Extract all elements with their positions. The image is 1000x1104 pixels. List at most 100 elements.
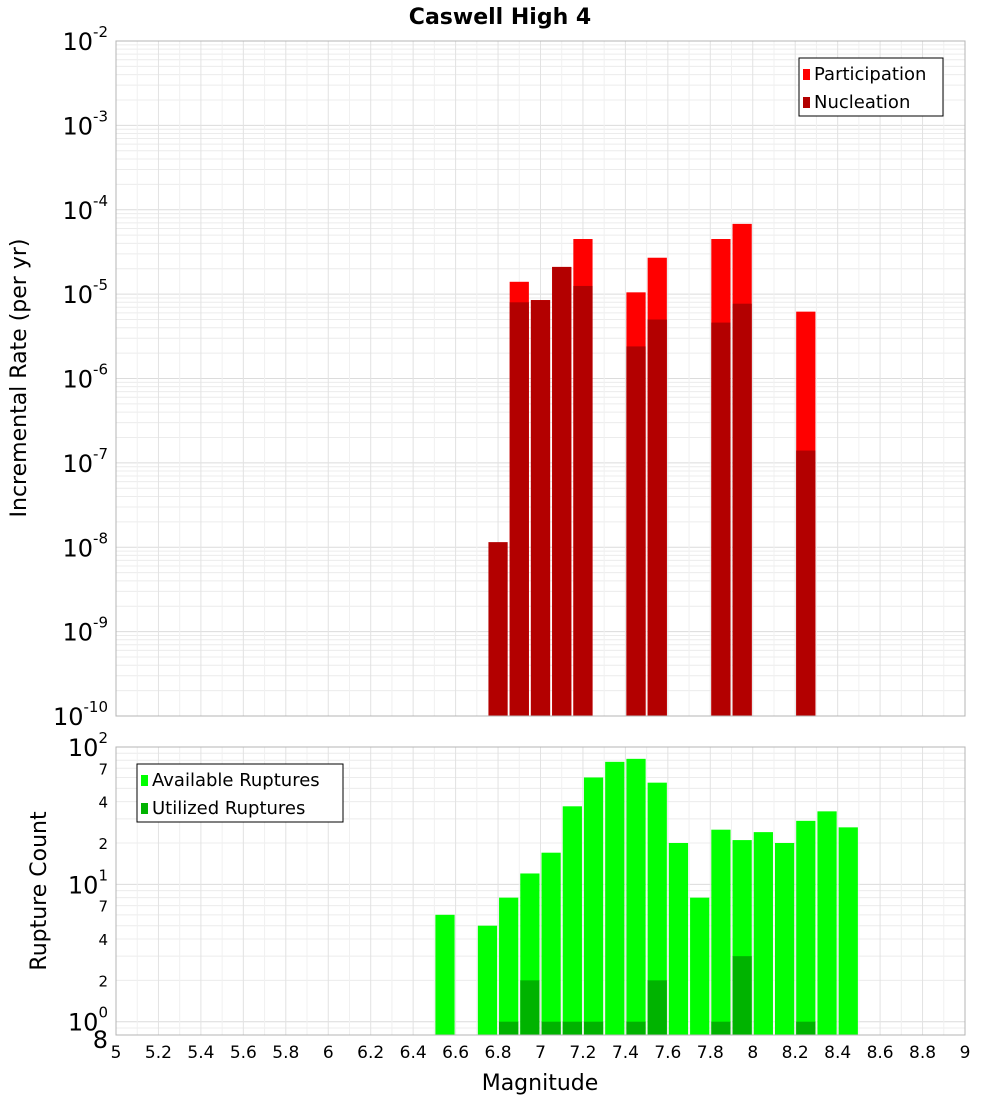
bar bbox=[647, 319, 667, 716]
bar bbox=[732, 303, 752, 716]
y-minor-tick-label: 4 bbox=[98, 794, 108, 812]
bar bbox=[732, 956, 752, 1035]
bar bbox=[488, 542, 508, 716]
bar bbox=[573, 285, 593, 716]
legend-swatch bbox=[803, 69, 810, 80]
bar bbox=[583, 1021, 604, 1035]
y-tick-label: 10-5 bbox=[62, 276, 108, 309]
y-tick-label: 10-6 bbox=[62, 361, 108, 394]
y-tick-label: 10-8 bbox=[62, 529, 108, 562]
bottom-plot-frame bbox=[115, 746, 966, 1036]
bar bbox=[605, 761, 625, 1035]
bar bbox=[499, 1021, 519, 1035]
y-tick-label: 10-10 bbox=[53, 698, 108, 731]
bar bbox=[753, 832, 773, 1035]
y-tick-label: 100 bbox=[68, 1004, 108, 1037]
legend-label: Utilized Ruptures bbox=[152, 798, 305, 819]
bar bbox=[477, 925, 498, 1035]
x-tick-label: 6.2 bbox=[357, 1043, 384, 1063]
x-tick-label: 5.8 bbox=[272, 1043, 299, 1063]
legend-box bbox=[136, 763, 344, 823]
x-tick-label: 7.4 bbox=[612, 1043, 639, 1063]
x-tick-label: 7 bbox=[535, 1043, 546, 1063]
y-tick-label: 10-4 bbox=[62, 192, 108, 225]
y-minor-tick-label: 7 bbox=[98, 898, 108, 916]
bar bbox=[562, 1021, 582, 1035]
y-tick-label: 101 bbox=[68, 866, 108, 899]
x-tick-label: 5.2 bbox=[145, 1043, 172, 1063]
y-minor-tick-label: 8 bbox=[93, 1026, 108, 1054]
bar bbox=[796, 820, 816, 1035]
legend-label: Participation bbox=[814, 64, 926, 85]
legend-swatch bbox=[141, 775, 148, 786]
bottom-series-0 bbox=[435, 758, 858, 1035]
y-tick-label: 10-9 bbox=[62, 614, 108, 647]
y-tick-label: 10-3 bbox=[62, 107, 108, 140]
bar bbox=[647, 782, 667, 1035]
bar bbox=[509, 302, 529, 716]
y-minor-tick-label: 4 bbox=[98, 931, 108, 949]
bar bbox=[541, 1021, 561, 1035]
bar bbox=[541, 852, 561, 1035]
bar bbox=[796, 450, 816, 716]
x-tick-label: 6.6 bbox=[442, 1043, 469, 1063]
bar bbox=[647, 980, 667, 1035]
bar bbox=[499, 897, 519, 1035]
x-tick-label: 7.8 bbox=[697, 1043, 724, 1063]
legend-label: Available Ruptures bbox=[152, 770, 320, 791]
bar bbox=[796, 1021, 816, 1035]
bar bbox=[583, 777, 604, 1035]
x-tick-label: 7.6 bbox=[654, 1043, 681, 1063]
x-tick-label: 8.8 bbox=[909, 1043, 936, 1063]
x-tick-label: 6 bbox=[323, 1043, 334, 1063]
x-tick-label: 5.4 bbox=[187, 1043, 214, 1063]
bar bbox=[520, 980, 540, 1035]
top-series-1 bbox=[488, 266, 816, 716]
x-axis-label: Magnitude bbox=[482, 1071, 599, 1096]
bar bbox=[530, 300, 551, 716]
x-tick-label: 7.2 bbox=[569, 1043, 596, 1063]
x-tick-label: 8.4 bbox=[824, 1043, 851, 1063]
bar bbox=[626, 346, 646, 716]
bar bbox=[626, 758, 646, 1035]
top-y-axis-label: Incremental Rate (per yr) bbox=[7, 239, 32, 518]
legend-box bbox=[798, 57, 944, 117]
x-tick-label: 6.4 bbox=[400, 1043, 427, 1063]
chart-title: Caswell High 4 bbox=[409, 5, 591, 30]
bottom-y-axis-label: Rupture Count bbox=[27, 811, 52, 971]
y-tick-label: 10-7 bbox=[62, 445, 108, 478]
x-tick-label: 8 bbox=[747, 1043, 758, 1063]
x-tick-label: 5 bbox=[111, 1043, 122, 1063]
bar bbox=[711, 829, 731, 1035]
bar bbox=[626, 1021, 646, 1035]
y-tick-label: 10-2 bbox=[62, 23, 108, 56]
bar bbox=[562, 806, 582, 1035]
legend-label: Nucleation bbox=[814, 92, 910, 113]
x-tick-label: 9 bbox=[960, 1043, 971, 1063]
y-tick-label: 102 bbox=[68, 729, 108, 762]
bar bbox=[711, 322, 731, 716]
x-tick-label: 6.8 bbox=[485, 1043, 512, 1063]
legend-swatch bbox=[141, 803, 148, 814]
bar bbox=[838, 827, 858, 1035]
x-tick-label: 8.6 bbox=[867, 1043, 894, 1063]
bar bbox=[711, 1021, 731, 1035]
top-legend: Participation Nucleation bbox=[798, 57, 944, 117]
bar bbox=[690, 897, 710, 1035]
bottom-series-1 bbox=[499, 956, 816, 1035]
bar bbox=[817, 811, 837, 1035]
y-minor-tick-label: 2 bbox=[98, 835, 108, 853]
y-minor-tick-label: 7 bbox=[98, 760, 108, 778]
legend-swatch bbox=[803, 97, 810, 108]
top-plot-frame bbox=[115, 40, 966, 717]
x-tick-label: 5.6 bbox=[230, 1043, 257, 1063]
bar bbox=[552, 266, 572, 716]
bottom-legend: Available Ruptures Utilized Ruptures bbox=[136, 763, 344, 823]
bar bbox=[774, 843, 795, 1035]
x-tick-label: 8.2 bbox=[782, 1043, 809, 1063]
bar bbox=[435, 914, 455, 1035]
bar bbox=[668, 843, 689, 1035]
y-minor-tick-label: 2 bbox=[98, 972, 108, 990]
